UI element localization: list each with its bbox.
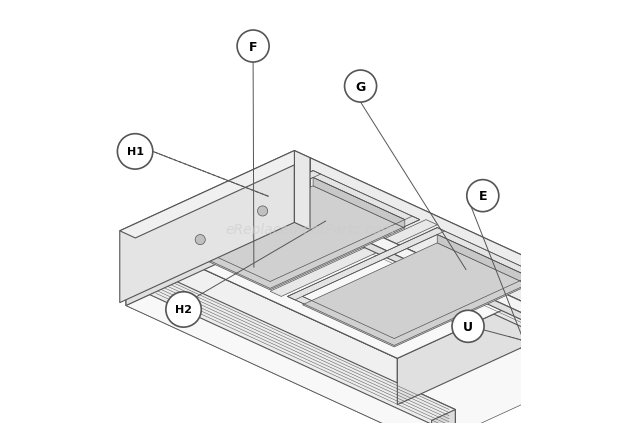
Polygon shape: [126, 280, 432, 426]
Polygon shape: [298, 210, 559, 337]
Polygon shape: [277, 211, 583, 377]
Polygon shape: [135, 158, 572, 358]
Polygon shape: [430, 228, 544, 280]
Polygon shape: [149, 270, 455, 426]
Polygon shape: [135, 158, 310, 285]
Polygon shape: [120, 151, 294, 303]
Polygon shape: [583, 340, 606, 377]
Polygon shape: [387, 273, 544, 345]
Text: U: U: [463, 320, 473, 333]
Circle shape: [237, 31, 269, 63]
Polygon shape: [179, 187, 405, 290]
Circle shape: [452, 311, 484, 343]
Polygon shape: [263, 217, 420, 289]
Polygon shape: [313, 178, 405, 228]
Polygon shape: [164, 236, 278, 289]
Polygon shape: [294, 151, 310, 230]
Circle shape: [257, 207, 268, 216]
Circle shape: [467, 180, 499, 212]
Polygon shape: [397, 279, 572, 405]
Polygon shape: [310, 158, 572, 325]
Polygon shape: [277, 200, 606, 351]
Polygon shape: [120, 151, 310, 239]
Polygon shape: [126, 200, 301, 306]
Text: F: F: [249, 40, 257, 53]
Polygon shape: [432, 409, 455, 426]
Circle shape: [345, 71, 376, 103]
Polygon shape: [288, 228, 445, 300]
Circle shape: [117, 134, 153, 170]
Polygon shape: [135, 234, 407, 358]
Text: H1: H1: [126, 147, 144, 157]
Polygon shape: [288, 293, 402, 345]
Polygon shape: [306, 171, 420, 224]
Polygon shape: [135, 239, 397, 405]
Text: eReplacementParts.com: eReplacementParts.com: [225, 223, 395, 237]
Polygon shape: [126, 270, 455, 420]
Polygon shape: [298, 204, 572, 331]
Polygon shape: [270, 220, 437, 297]
Text: G: G: [355, 81, 366, 93]
Circle shape: [195, 235, 205, 245]
Circle shape: [166, 292, 202, 327]
Polygon shape: [437, 235, 529, 285]
Polygon shape: [126, 226, 606, 426]
Polygon shape: [164, 171, 321, 243]
Polygon shape: [303, 243, 529, 347]
Polygon shape: [310, 204, 572, 331]
Text: H2: H2: [175, 305, 192, 315]
Text: E: E: [479, 190, 487, 203]
Polygon shape: [301, 200, 606, 366]
